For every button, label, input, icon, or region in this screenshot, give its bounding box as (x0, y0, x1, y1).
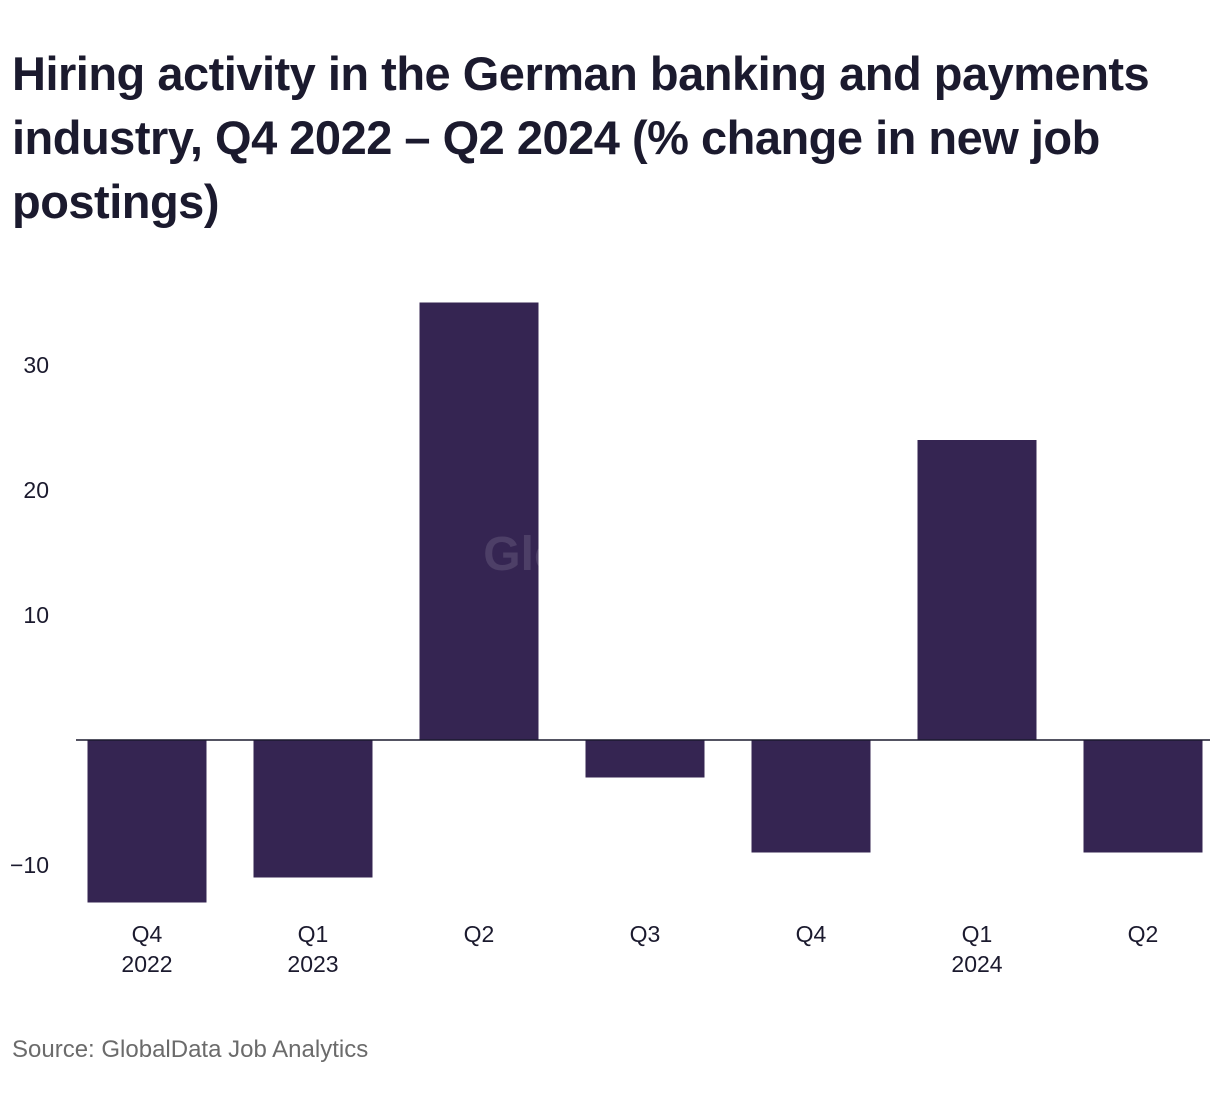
bar-q2-2 (419, 302, 539, 740)
x-tick-label-quarter: Q2 (464, 921, 495, 947)
source-note: Source: GlobalData Job Analytics (12, 1036, 369, 1063)
x-tick-label-quarter: Q1 (962, 921, 993, 947)
x-tick-label-year: 2024 (951, 951, 1002, 977)
bar-q4-0 (87, 740, 207, 903)
bar-q1-1 (253, 740, 373, 878)
bars (87, 302, 1203, 903)
chart-title: Hiring activity in the German banking an… (12, 47, 1150, 228)
y-tick-label: 20 (23, 477, 49, 503)
x-tick-label-quarter: Q1 (298, 921, 329, 947)
y-tick-label: −10 (10, 852, 49, 878)
x-tick-label-quarter: Q3 (630, 921, 661, 947)
x-tick-label-year: 2023 (287, 951, 338, 977)
bar-q3-3 (585, 740, 705, 778)
x-tick-label-quarter: Q4 (132, 921, 163, 947)
y-tick-label: 10 (23, 602, 49, 628)
bar-q2-6 (1083, 740, 1203, 853)
x-tick-label-quarter: Q4 (796, 921, 827, 947)
bar-q1-5 (917, 440, 1037, 740)
x-tick-label-year: 2022 (121, 951, 172, 977)
y-tick-label: 30 (23, 352, 49, 378)
bar-q4-4 (751, 740, 871, 853)
watermark: GlobalData (483, 528, 737, 581)
y-axis: −10 10 20 30 (10, 352, 49, 878)
bar-chart: −10 10 20 30 Q4 2022 Q1 2023 Q2 Q3 Q4 Q1 2024 Q2 Glo… (10, 302, 1210, 977)
x-axis: Q4 2022 Q1 2023 Q2 Q3 Q4 Q1 2024 Q2 (121, 921, 1158, 977)
x-tick-label-quarter: Q2 (1128, 921, 1159, 947)
